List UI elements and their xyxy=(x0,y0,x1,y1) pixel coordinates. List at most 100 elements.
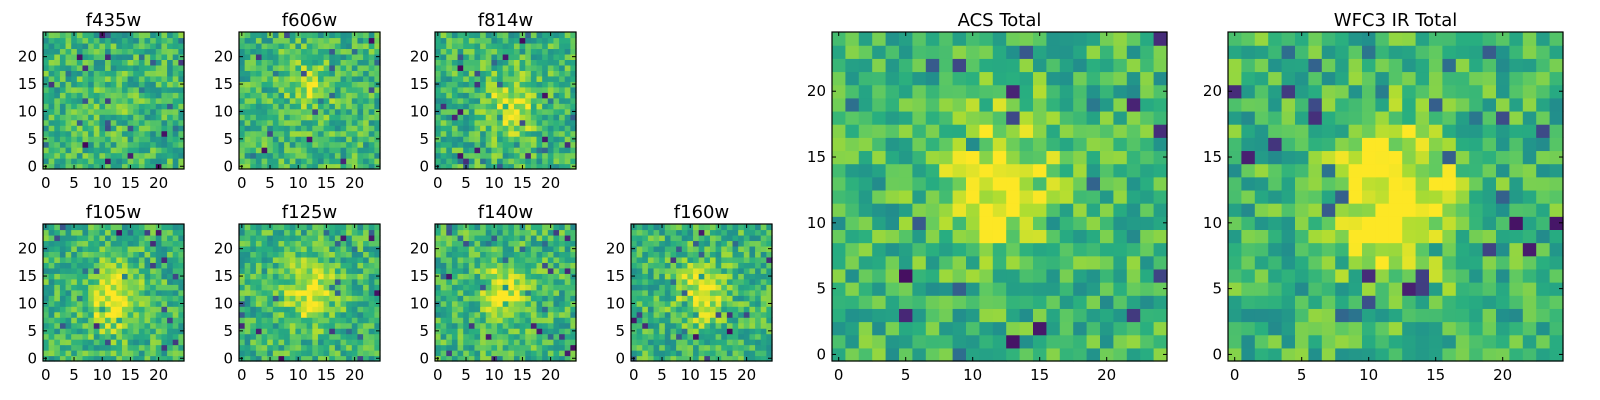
heatmap-cell xyxy=(65,32,72,39)
heatmap-cell xyxy=(255,267,263,274)
heatmap-cell xyxy=(463,158,470,165)
heatmap-cell xyxy=(704,245,711,252)
heatmap-cell xyxy=(1019,242,1034,257)
heatmap-cell xyxy=(553,136,560,143)
heatmap-cell xyxy=(167,75,174,82)
heatmap-cell xyxy=(440,59,447,66)
heatmap-cell xyxy=(138,125,146,132)
heatmap-cell xyxy=(570,92,577,99)
heatmap-cell xyxy=(530,125,538,132)
heatmap-cell xyxy=(463,48,470,55)
heatmap-cell xyxy=(647,350,655,357)
heatmap-cell xyxy=(121,141,129,148)
heatmap-cell xyxy=(845,268,860,283)
heatmap-cell xyxy=(553,37,560,44)
heatmap-cell xyxy=(497,75,504,82)
heatmap-cell xyxy=(832,176,846,191)
heatmap-cell xyxy=(317,163,325,170)
heatmap-cell xyxy=(966,347,980,362)
heatmap-cell xyxy=(446,256,453,263)
heatmap-cell xyxy=(312,86,319,93)
heatmap-cell xyxy=(760,300,767,307)
heatmap-cell xyxy=(502,245,509,252)
heatmap-cell xyxy=(457,92,464,99)
heatmap-cell xyxy=(250,119,257,126)
heatmap-cell xyxy=(939,255,954,270)
heatmap-cell xyxy=(542,48,549,55)
heatmap-cell xyxy=(323,70,330,77)
heatmap-cell xyxy=(659,295,666,302)
heatmap-cell xyxy=(542,350,549,357)
heatmap-cell xyxy=(340,147,347,154)
heatmap-cell xyxy=(1046,189,1061,204)
heatmap-cell xyxy=(289,32,296,39)
heatmap-cell xyxy=(653,306,660,313)
heatmap-cell xyxy=(463,64,470,71)
heatmap-cells xyxy=(239,224,381,362)
heatmap-cell xyxy=(301,152,308,159)
heatmap-cell xyxy=(239,59,246,66)
heatmap-cell xyxy=(912,150,927,165)
heatmap-cell xyxy=(508,262,515,269)
heatmap-cell xyxy=(244,344,251,351)
heatmap-cell xyxy=(374,152,381,159)
heatmap-cell xyxy=(144,119,151,126)
heatmap-cell xyxy=(121,350,129,357)
heatmap-cell xyxy=(261,119,268,126)
heatmap-cell xyxy=(542,53,549,60)
heatmap-cell xyxy=(278,59,285,66)
heatmap-cell xyxy=(457,317,464,324)
heatmap-cell xyxy=(463,311,470,318)
heatmap-cell xyxy=(317,344,325,351)
heatmap-cell xyxy=(255,97,263,104)
heatmap-cell xyxy=(99,251,106,258)
heatmap-cell xyxy=(306,64,313,71)
heatmap-cell xyxy=(766,344,773,351)
heatmap-cell xyxy=(267,48,274,55)
heatmap-cell xyxy=(289,224,296,231)
heatmap-cell xyxy=(306,229,313,236)
heatmap-cell xyxy=(138,262,146,269)
heatmap-cell xyxy=(519,152,526,159)
heatmap-cell xyxy=(1046,163,1061,178)
heatmap-cell xyxy=(374,224,381,231)
heatmap-cell xyxy=(99,311,106,318)
heatmap-cell xyxy=(446,75,453,82)
heatmap-cell xyxy=(161,289,168,296)
heatmap-cell xyxy=(440,295,447,302)
heatmap-cell xyxy=(82,300,89,307)
heatmap-cell xyxy=(317,75,325,82)
heatmap-cell xyxy=(368,163,375,170)
heatmap-cell xyxy=(116,224,123,231)
heatmap-cell xyxy=(1033,321,1047,336)
heatmap-cell xyxy=(508,300,515,307)
heatmap-cell xyxy=(513,300,521,307)
heatmap-cell xyxy=(43,125,50,132)
heatmap-cell xyxy=(755,289,762,296)
heatmap-cell xyxy=(178,103,185,110)
heatmap-cell xyxy=(653,251,660,258)
heatmap-cell xyxy=(351,245,359,252)
heatmap-cell xyxy=(451,322,459,329)
heatmap-cell xyxy=(451,350,459,357)
heatmap-cell xyxy=(76,284,84,291)
heatmap-cell xyxy=(346,97,353,104)
heatmap-cell xyxy=(474,267,481,274)
heatmap-cell xyxy=(323,234,330,242)
y-tick-label: 10 xyxy=(214,294,233,312)
heatmap-cell xyxy=(167,81,174,88)
heatmap-cell xyxy=(127,37,134,44)
heatmap-cell xyxy=(457,136,464,143)
heatmap-cell xyxy=(278,295,285,302)
heatmap-cell xyxy=(43,295,50,302)
heatmap-cell xyxy=(485,48,492,55)
heatmap-cell xyxy=(457,306,464,313)
heatmap-cell xyxy=(497,125,504,132)
heatmap-cell xyxy=(547,70,555,77)
heatmap-cell xyxy=(76,350,84,357)
heatmap-cell xyxy=(239,284,246,291)
heatmap-cell xyxy=(570,114,577,121)
heatmap-cell xyxy=(334,322,342,329)
heatmap-cell xyxy=(732,333,739,340)
heatmap-cell xyxy=(547,262,555,269)
